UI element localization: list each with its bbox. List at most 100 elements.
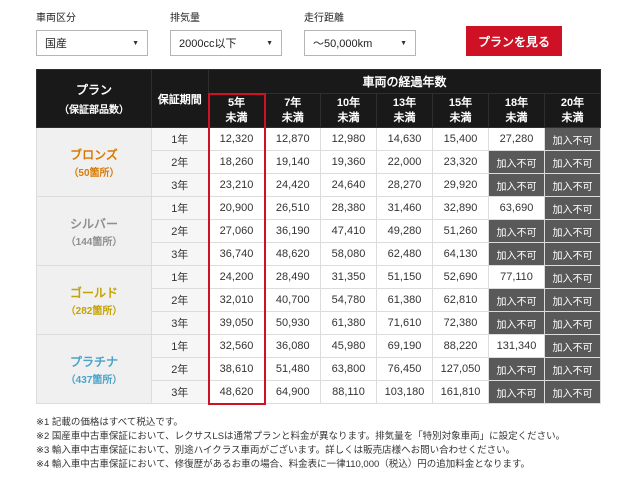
- price-cell: 48,620: [207, 380, 266, 405]
- age-column-header: 18年 未満: [488, 93, 545, 128]
- displacement-label: 排気量: [170, 13, 200, 24]
- plan-name-cell: ゴールド （282箇所）: [36, 265, 152, 335]
- not-available-cell: 加入不可: [544, 242, 601, 266]
- not-available-cell: 加入不可: [488, 311, 545, 335]
- price-cell: 51,480: [264, 357, 321, 381]
- price-cell: 54,780: [320, 288, 377, 312]
- vehicle-category-select[interactable]: 国産 ▼: [36, 30, 148, 56]
- warranty-period-cell: 2年: [151, 357, 209, 381]
- price-cell: 36,740: [207, 242, 266, 266]
- price-cell: 24,420: [264, 173, 321, 197]
- table-row: 3年 39,050 50,930 61,380 71,610 72,380 加入不可 加入不可: [37, 311, 601, 335]
- price-cell: 38,610: [207, 357, 266, 381]
- table-row: 2年 38,610 51,480 63,800 76,450 127,050 加入不可 加入不…: [37, 357, 601, 381]
- not-available-cell: 加入不可: [488, 150, 545, 174]
- price-cell: 64,130: [432, 242, 489, 266]
- not-available-cell: 加入不可: [544, 334, 601, 358]
- age-column-header: 7年 未満: [264, 93, 321, 128]
- displacement-value: 2000cc以下: [179, 38, 237, 50]
- plan-name: プラチナ: [69, 354, 118, 369]
- filter-bar: 車両区分 国産 ▼ 排気量 2000cc以下 ▼ 走行距離 ～50,000km …: [36, 9, 640, 56]
- price-cell: 62,810: [432, 288, 489, 312]
- not-available-cell: 加入不可: [544, 150, 601, 174]
- price-cell: 24,640: [320, 173, 377, 197]
- age-column-header: 20年 未満: [544, 93, 601, 128]
- mileage-label: 走行距離: [304, 13, 344, 24]
- table-row: ゴールド （282箇所） 1年 24,200 28,490 31,350 51,150 52,…: [36, 265, 601, 335]
- not-available-cell: 加入不可: [488, 288, 545, 312]
- not-available-cell: 加入不可: [544, 127, 601, 151]
- note-line: ※2 国産車中古車保証において、レクサスLSは通常プランと料金が異なります。排気…: [36, 430, 566, 442]
- price-cell: 161,810: [432, 380, 489, 404]
- price-cell: 19,140: [264, 150, 321, 174]
- price-cell: 61,380: [320, 311, 377, 335]
- age-column-header: 15年 未満: [432, 93, 489, 128]
- price-cell: 63,690: [488, 196, 545, 220]
- warranty-period-cell: 1年: [151, 127, 209, 151]
- not-available-cell: 加入不可: [544, 311, 601, 335]
- plan-parts-count: （144箇所）: [65, 236, 123, 248]
- price-table-body: ブロンズ （50箇所） 1年 12,320 12,870 12,980 14,630 15,4…: [36, 127, 601, 405]
- warranty-period-header: 保証期間: [151, 69, 209, 128]
- price-cell: 131,340: [488, 334, 545, 358]
- price-cell: 36,080: [264, 334, 321, 358]
- plan-parts-count: （437箇所）: [65, 374, 123, 386]
- price-cell: 51,260: [432, 219, 489, 243]
- price-cell: 51,150: [376, 265, 433, 289]
- plan-parts-count: （282箇所）: [65, 305, 123, 317]
- price-cell: 18,260: [207, 150, 266, 174]
- price-cell: 103,180: [376, 380, 433, 404]
- price-cell: 127,050: [432, 357, 489, 381]
- vehicle-category-value: 国産: [45, 38, 67, 50]
- plan-name-cell: シルバー （144箇所）: [36, 196, 152, 266]
- price-cell: 36,190: [264, 219, 321, 243]
- price-cell: 40,700: [264, 288, 321, 312]
- warranty-period-cell: 3年: [151, 173, 209, 197]
- plan-parts-count: （50箇所）: [68, 167, 120, 179]
- price-cell: 14,630: [376, 127, 433, 151]
- plan-header-line1: プラン: [75, 83, 112, 97]
- displacement-select[interactable]: 2000cc以下 ▼: [170, 30, 282, 56]
- price-cell: 27,280: [488, 127, 545, 151]
- note-line: ※4 輸入車中古車保証において、修復歴があるお車の場合、料金表に一律110,00…: [36, 459, 531, 471]
- price-cell: 62,480: [376, 242, 433, 266]
- price-cell: 20,900: [207, 196, 266, 220]
- table-row: 2年 32,010 40,700 54,780 61,380 62,810 加入不可 加入不可: [37, 288, 601, 312]
- view-plan-button[interactable]: プランを見る: [466, 26, 562, 56]
- price-cell: 61,380: [376, 288, 433, 312]
- not-available-cell: 加入不可: [544, 357, 601, 381]
- chevron-down-icon: ▼: [400, 39, 407, 47]
- table-row: プラチナ （437箇所） 1年 32,560 36,080 45,980 69,190 88,…: [36, 334, 601, 404]
- age-column-header: 10年 未満: [320, 93, 377, 128]
- price-cell: 39,050: [207, 311, 266, 335]
- plan-header-line2: （保証部品数）: [59, 105, 129, 116]
- not-available-cell: 加入不可: [488, 357, 545, 381]
- price-cell: 71,610: [376, 311, 433, 335]
- plan-name: ブロンズ: [70, 147, 118, 162]
- vehicle-category-label: 車両区分: [36, 13, 76, 24]
- price-cell: 45,980: [320, 334, 377, 358]
- price-cell: 26,510: [264, 196, 321, 220]
- price-cell: 52,690: [432, 265, 489, 289]
- table-row: 3年 23,210 24,420 24,640 28,270 29,920 加入不可 加入不可: [37, 173, 601, 197]
- vehicle-age-header: 車両の経過年数: [208, 69, 601, 94]
- price-cell: 28,490: [264, 265, 321, 289]
- price-cell: 48,620: [264, 242, 321, 266]
- filter-mileage: 走行距離 ～50,000km ▼: [304, 9, 416, 56]
- price-cell: 24,200: [207, 265, 266, 289]
- chevron-down-icon: ▼: [132, 39, 139, 47]
- price-cell: 32,560: [207, 334, 266, 358]
- price-cell: 47,410: [320, 219, 377, 243]
- not-available-cell: 加入不可: [544, 265, 601, 289]
- age-column-header: 13年 未満: [376, 93, 433, 128]
- filter-displacement: 排気量 2000cc以下 ▼: [170, 9, 282, 56]
- price-cell: 64,900: [264, 380, 321, 404]
- price-cell: 12,320: [207, 127, 266, 151]
- warranty-period-cell: 3年: [151, 242, 209, 266]
- mileage-select[interactable]: ～50,000km ▼: [304, 30, 416, 56]
- not-available-cell: 加入不可: [488, 173, 545, 197]
- table-row: 3年 48,620 64,900 88,110 103,180 161,810 加入不可 加入…: [37, 380, 601, 405]
- price-cell: 31,350: [320, 265, 377, 289]
- warranty-period-cell: 2年: [151, 288, 209, 312]
